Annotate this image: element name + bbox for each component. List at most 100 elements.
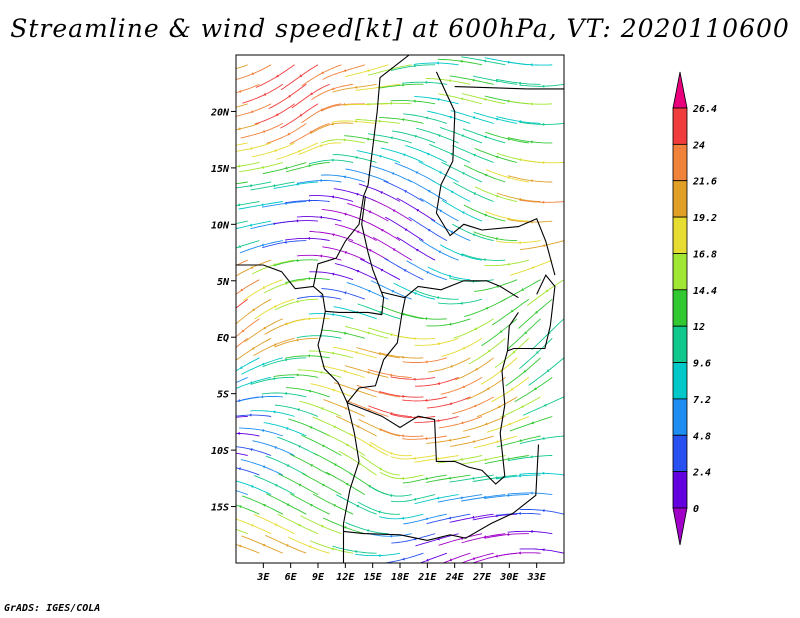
streamline-arrow bbox=[274, 446, 277, 450]
streamline-arrow bbox=[252, 308, 256, 311]
streamline-arrow bbox=[237, 431, 240, 435]
streamline bbox=[392, 130, 436, 144]
streamline bbox=[426, 435, 471, 444]
lat-tick-label: 10N bbox=[211, 220, 230, 231]
streamline-arrow bbox=[506, 137, 510, 141]
streamline-arrow bbox=[424, 317, 428, 321]
streamline-arrow bbox=[401, 118, 405, 122]
streamline-arrow bbox=[296, 408, 300, 412]
streamline bbox=[301, 64, 342, 87]
border-line bbox=[481, 217, 556, 276]
streamline bbox=[390, 333, 436, 340]
lat-tick-label: 10S bbox=[211, 446, 229, 457]
streamline-arrow bbox=[366, 137, 370, 141]
streamline-arrow bbox=[342, 102, 346, 106]
streamline-arrow bbox=[284, 166, 288, 170]
streamline-arrow bbox=[273, 343, 277, 346]
streamline-arrow bbox=[298, 445, 301, 448]
streamline-arrow bbox=[273, 304, 277, 308]
streamline-arrow bbox=[448, 322, 452, 326]
streamline-arrow bbox=[436, 457, 440, 460]
longitude-ticks: 3E 6E 9E 12E 15E 18E 21E 24E 27E 30E 33E bbox=[256, 563, 547, 583]
streamline-arrow bbox=[448, 516, 452, 520]
lon-tick-label: 9E bbox=[312, 572, 325, 583]
streamline-arrow bbox=[450, 190, 454, 194]
streamline-arrow bbox=[448, 476, 451, 480]
streamline bbox=[320, 329, 366, 339]
streamline-arrow bbox=[495, 440, 499, 443]
streamline bbox=[418, 238, 459, 261]
streamline-arrow bbox=[366, 371, 370, 374]
streamline bbox=[274, 404, 319, 417]
streamline-arrow bbox=[343, 370, 347, 374]
streamline-arrow bbox=[460, 97, 464, 101]
streamline-arrow bbox=[345, 443, 349, 447]
streamline bbox=[236, 337, 248, 348]
colorbar-label: 12 bbox=[693, 322, 705, 333]
streamline-arrow bbox=[249, 448, 253, 452]
streamline-arrow bbox=[462, 346, 466, 350]
streamline-arrow bbox=[319, 144, 323, 147]
streamline bbox=[440, 377, 483, 395]
streamline bbox=[264, 318, 307, 335]
streamline bbox=[416, 127, 459, 144]
streamline-arrow bbox=[286, 503, 290, 507]
lon-tick-label: 30E bbox=[499, 572, 519, 583]
border-line bbox=[236, 264, 360, 563]
streamline-arrow bbox=[391, 172, 395, 176]
streamline bbox=[263, 422, 307, 437]
streamline-arrow bbox=[448, 115, 452, 119]
streamline bbox=[485, 211, 529, 222]
streamline bbox=[495, 240, 541, 244]
streamline bbox=[278, 473, 319, 495]
streamline bbox=[240, 459, 284, 476]
streamline-arrow bbox=[424, 398, 428, 402]
lat-tick-label: EQ bbox=[217, 333, 229, 344]
streamline-arrow bbox=[518, 241, 521, 245]
lat-tick-label: 15S bbox=[211, 503, 229, 514]
streamline bbox=[496, 435, 541, 448]
streamline-arrow bbox=[413, 292, 417, 295]
streamline bbox=[236, 103, 272, 117]
streamline bbox=[428, 357, 471, 373]
streamline bbox=[236, 181, 248, 185]
streamline bbox=[254, 103, 295, 125]
streamline-arrow bbox=[413, 497, 417, 501]
streamline bbox=[427, 396, 471, 409]
streamline-arrow bbox=[354, 85, 358, 89]
streamline bbox=[390, 376, 436, 380]
streamline bbox=[253, 337, 295, 356]
streamline-arrow bbox=[425, 116, 429, 120]
lon-tick-label: 3E bbox=[256, 572, 270, 583]
streamline-arrow bbox=[343, 175, 346, 179]
streamline-arrow bbox=[507, 176, 510, 180]
streamline bbox=[323, 399, 366, 417]
streamline-arrow bbox=[437, 537, 440, 541]
colorbar-bottom-arrow bbox=[672, 507, 688, 546]
streamline bbox=[356, 150, 401, 163]
streamline-arrow bbox=[472, 233, 476, 237]
streamline-arrow bbox=[530, 455, 533, 459]
streamline bbox=[273, 181, 319, 189]
streamline-arrow bbox=[226, 487, 229, 490]
streamline-arrow bbox=[541, 436, 545, 440]
streamline bbox=[396, 236, 436, 261]
streamline bbox=[473, 552, 518, 563]
streamline bbox=[236, 259, 272, 277]
streamline-arrow bbox=[448, 79, 451, 83]
streamline bbox=[300, 515, 342, 535]
streamline-arrow bbox=[436, 61, 439, 65]
lon-tick-label: 27E bbox=[472, 572, 492, 583]
streamline-arrow bbox=[404, 190, 407, 193]
streamline bbox=[396, 197, 436, 222]
streamline-arrow bbox=[377, 510, 381, 514]
streamline-arrow bbox=[308, 389, 312, 393]
streamline bbox=[320, 139, 365, 144]
colorbar-segment bbox=[672, 143, 688, 182]
lat-tick-label: 15N bbox=[211, 164, 230, 175]
streamline bbox=[472, 474, 518, 482]
streamline-arrow bbox=[518, 81, 521, 85]
streamline-arrow bbox=[285, 427, 289, 431]
streamline-arrow bbox=[459, 496, 463, 500]
